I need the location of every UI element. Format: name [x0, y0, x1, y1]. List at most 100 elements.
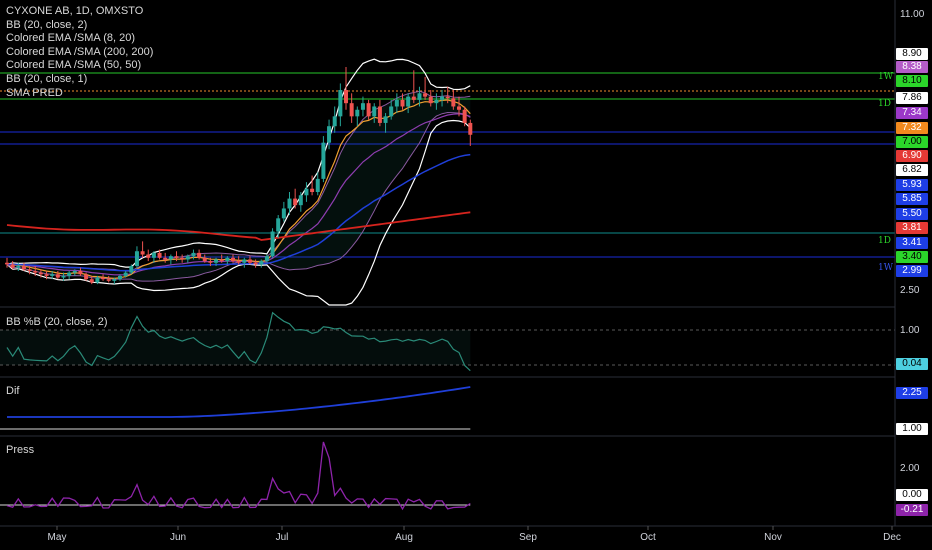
candle-body [231, 257, 235, 262]
candle-body [372, 106, 377, 117]
legend-line: Colored EMA /SMA (50, 50) [6, 59, 142, 72]
candle-body [270, 231, 275, 257]
candle-body [304, 188, 309, 196]
legend-line: SMA PRED [6, 86, 63, 99]
month-label: May [47, 532, 67, 543]
candle-body [310, 188, 315, 193]
candle-body [168, 256, 173, 260]
dif-pane-label: Dif [6, 385, 20, 397]
candle-body [428, 96, 433, 104]
candle-body [332, 116, 337, 127]
candle-body [163, 257, 168, 260]
dif-axis-tag: 1.00 [896, 423, 928, 435]
candle-body [440, 96, 445, 100]
bb-lower-line [6, 119, 471, 306]
month-label: Sep [519, 532, 537, 543]
candle-body [219, 259, 224, 262]
candle-body [106, 279, 111, 281]
candle-body [157, 252, 162, 258]
price-axis-label: 2.50 [900, 285, 920, 296]
price-tag: 7.32 [896, 122, 928, 134]
bbpb-value-tag: 0.04 [896, 358, 928, 370]
candle-body [202, 257, 207, 262]
sub-pane-lines [0, 311, 895, 511]
candle-body [389, 106, 394, 117]
price-axis-label: 11.00 [900, 9, 925, 20]
candle-body [366, 103, 371, 117]
candle-body [445, 96, 450, 99]
candle-body [174, 256, 179, 258]
candle-body [191, 252, 196, 257]
bbpb-pane-label: BB %B (20, close, 2) [6, 316, 108, 328]
press-axis-label: 2.00 [900, 463, 920, 474]
level-marker: 1D [878, 236, 891, 246]
candle-body [462, 109, 467, 123]
candle-body [27, 269, 32, 271]
candle-body [321, 142, 326, 179]
level-marker: 1D [878, 99, 891, 109]
candle-body [264, 256, 269, 262]
month-label: Jul [275, 532, 289, 543]
bbpb-line [6, 311, 471, 372]
candle-body [293, 198, 298, 206]
price-tag: 8.90 [896, 48, 928, 60]
price-tag: 3.40 [896, 251, 928, 263]
candle-body [355, 109, 360, 117]
press-zero-tag: 0.00 [896, 489, 928, 501]
candle-body [247, 259, 252, 263]
candle-body [423, 93, 428, 97]
candle-body [146, 254, 151, 258]
month-label: Dec [883, 532, 901, 543]
candle-body [123, 272, 128, 276]
legend-line: Colored EMA /SMA (200, 200) [6, 45, 154, 58]
candle-body [10, 264, 15, 268]
candle-body [89, 279, 94, 283]
ema-200-line [6, 211, 471, 241]
candle-body [457, 106, 461, 110]
candle-body [298, 195, 303, 206]
candle-body [84, 274, 89, 280]
candle-body [16, 266, 21, 268]
legend-line: BB (20, close, 2) [6, 18, 88, 31]
candle-body [338, 90, 343, 117]
price-tag: 5.93 [896, 179, 928, 191]
candle-body [383, 116, 388, 123]
candle-body [377, 106, 382, 123]
price-tag: 3.81 [896, 222, 928, 234]
axes [0, 0, 932, 530]
candle-body [134, 251, 139, 267]
press-value-tag: -0.21 [896, 504, 928, 516]
candle-body [61, 275, 66, 278]
candle-body [287, 198, 292, 209]
price-tag: 7.86 [896, 92, 928, 104]
candle-body [253, 262, 258, 265]
candle-body [38, 272, 43, 275]
candle-body [67, 272, 72, 276]
legend-title: CYXONE AB, 1D, OMXSTO [6, 5, 144, 17]
candle-body [349, 103, 354, 117]
candle-body [129, 266, 134, 273]
candle-body [281, 208, 286, 219]
candle-body [327, 126, 332, 143]
candlesticks [5, 66, 473, 285]
price-tag: 5.50 [896, 208, 928, 220]
candle-body [197, 252, 202, 258]
candle-body [242, 259, 247, 263]
candle-body [259, 261, 264, 265]
price-tag: 7.00 [896, 136, 928, 148]
press-line [6, 441, 471, 511]
candle-body [411, 96, 416, 100]
month-label: Oct [640, 532, 656, 543]
candle-body [276, 218, 281, 232]
price-tag: 8.38 [896, 61, 928, 73]
candle-body [21, 266, 26, 270]
level-marker: 1W [878, 72, 893, 82]
candle-body [78, 270, 83, 275]
price-tag: 6.82 [896, 164, 928, 176]
bbpb-axis-label: 1.00 [900, 325, 920, 336]
candle-body [236, 261, 241, 263]
candle-body [214, 259, 219, 263]
chart-legend: CYXONE AB, 1D, OMXSTO BB (20, close, 2) … [6, 5, 153, 100]
price-tag: 6.90 [896, 150, 928, 162]
